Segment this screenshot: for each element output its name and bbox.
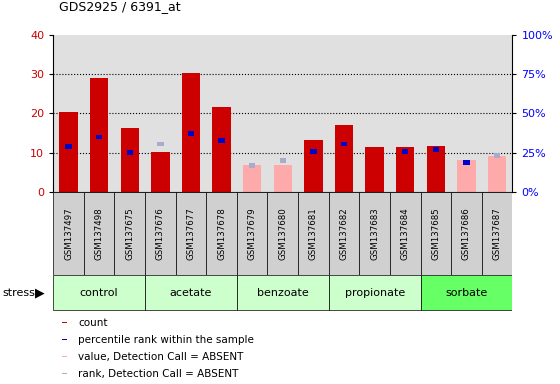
Bar	[127, 150, 133, 155]
Text: ▶: ▶	[35, 286, 45, 299]
Bar	[396, 147, 414, 192]
Bar	[274, 165, 292, 192]
Bar	[218, 139, 225, 143]
Bar	[62, 339, 67, 340]
Bar	[249, 163, 255, 167]
Text: value, Detection Call = ABSENT: value, Detection Call = ABSENT	[78, 352, 244, 362]
Bar	[145, 275, 237, 310]
Bar	[96, 134, 102, 139]
Bar	[62, 356, 67, 357]
Bar	[62, 322, 67, 323]
Text: GSM137497: GSM137497	[64, 207, 73, 260]
Text: GSM137686: GSM137686	[462, 207, 471, 260]
Bar	[341, 142, 347, 146]
Bar	[53, 275, 145, 310]
Bar	[84, 192, 114, 275]
Bar	[451, 192, 482, 275]
Bar	[188, 131, 194, 136]
Text: percentile rank within the sample: percentile rank within the sample	[78, 335, 254, 345]
Bar	[66, 144, 72, 149]
Bar	[494, 153, 500, 158]
Bar	[360, 192, 390, 275]
Text: GSM137498: GSM137498	[95, 207, 104, 260]
Bar	[335, 125, 353, 192]
Text: sorbate: sorbate	[445, 288, 488, 298]
Bar	[268, 192, 298, 275]
Bar	[488, 156, 506, 192]
Bar	[206, 192, 237, 275]
Text: benzoate: benzoate	[257, 288, 309, 298]
Text: GSM137677: GSM137677	[186, 207, 195, 260]
Text: GSM137676: GSM137676	[156, 207, 165, 260]
Bar	[182, 73, 200, 192]
Bar	[176, 192, 206, 275]
Bar	[458, 160, 475, 192]
Text: GDS2925 / 6391_at: GDS2925 / 6391_at	[59, 0, 180, 13]
Bar	[157, 142, 164, 146]
Text: rank, Detection Call = ABSENT: rank, Detection Call = ABSENT	[78, 369, 239, 379]
Bar	[329, 192, 360, 275]
Bar	[421, 275, 512, 310]
Bar	[53, 192, 84, 275]
Text: GSM137678: GSM137678	[217, 207, 226, 260]
Text: GSM137683: GSM137683	[370, 207, 379, 260]
Bar	[329, 275, 421, 310]
Text: count: count	[78, 318, 108, 328]
Bar	[114, 192, 145, 275]
Bar	[390, 192, 421, 275]
Text: stress: stress	[3, 288, 36, 298]
Bar	[304, 141, 323, 192]
Text: GSM137679: GSM137679	[248, 207, 256, 260]
Bar	[433, 147, 439, 152]
Bar	[243, 165, 262, 192]
Text: GSM137685: GSM137685	[431, 207, 440, 260]
Bar	[62, 373, 67, 374]
Bar	[90, 78, 108, 192]
Text: control: control	[80, 288, 118, 298]
Text: GSM137684: GSM137684	[401, 207, 410, 260]
Text: propionate: propionate	[344, 288, 405, 298]
Bar	[145, 192, 176, 275]
Text: GSM137680: GSM137680	[278, 207, 287, 260]
Text: GSM137682: GSM137682	[339, 207, 348, 260]
Bar	[366, 147, 384, 192]
Bar	[237, 192, 268, 275]
Text: acetate: acetate	[170, 288, 212, 298]
Text: GSM137675: GSM137675	[125, 207, 134, 260]
Bar	[59, 112, 78, 192]
Bar	[402, 149, 408, 154]
Text: GSM137681: GSM137681	[309, 207, 318, 260]
Bar	[310, 149, 316, 154]
Text: GSM137687: GSM137687	[493, 207, 502, 260]
Bar	[279, 158, 286, 163]
Bar	[482, 192, 512, 275]
Bar	[427, 146, 445, 192]
Bar	[151, 152, 170, 192]
Bar	[120, 128, 139, 192]
Bar	[463, 160, 470, 165]
Bar	[212, 108, 231, 192]
Bar	[298, 192, 329, 275]
Bar	[237, 275, 329, 310]
Bar	[421, 192, 451, 275]
